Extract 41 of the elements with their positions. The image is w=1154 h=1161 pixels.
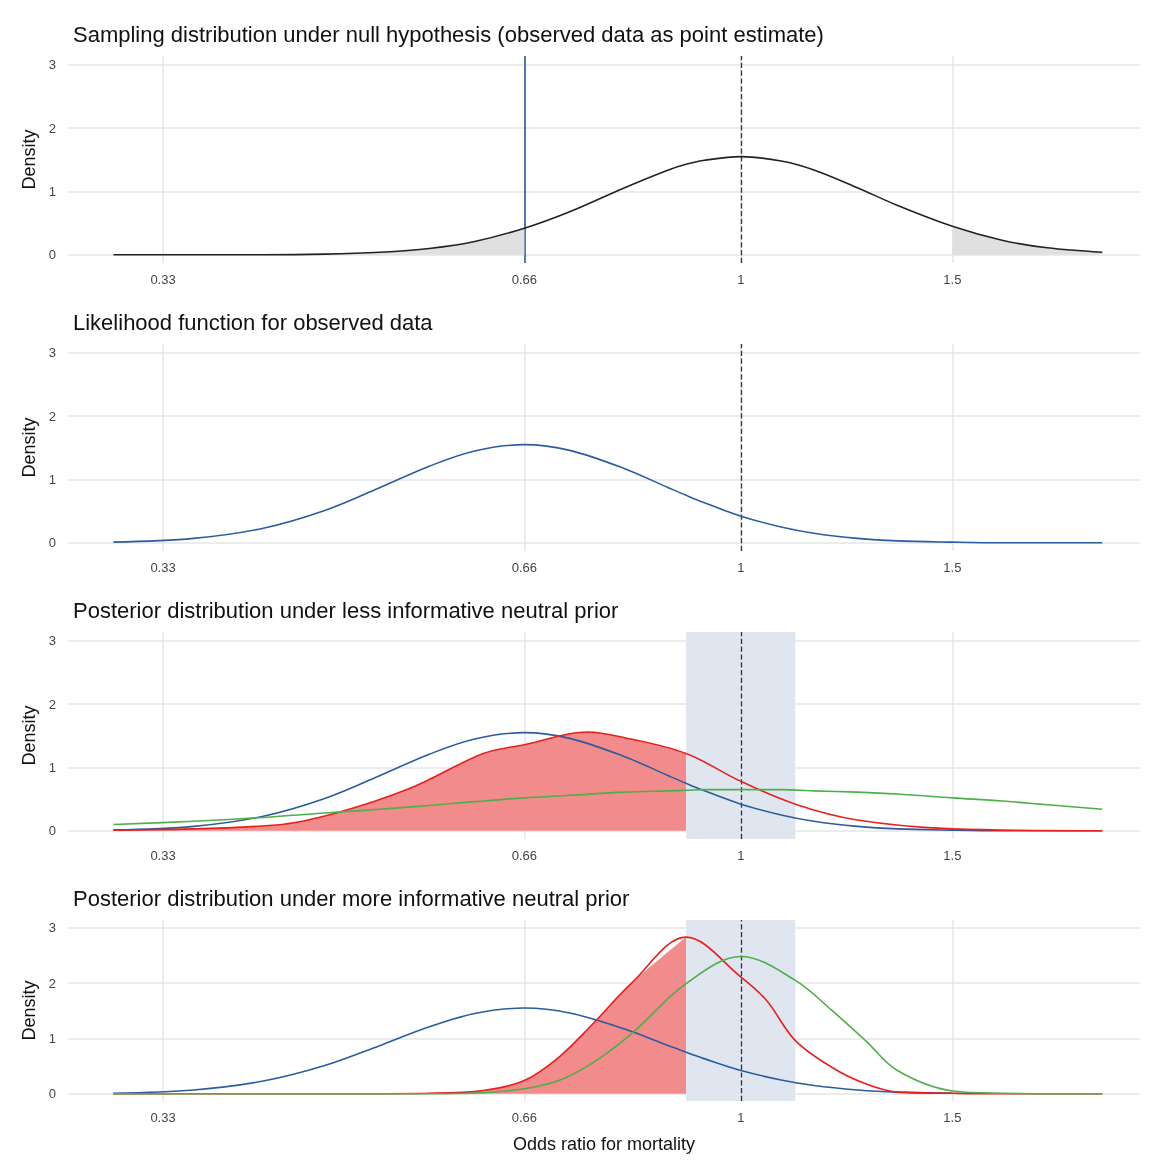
y-tick-label: 2 xyxy=(48,975,56,991)
y-axis-title: Density xyxy=(18,980,39,1041)
x-tick-label: 0.66 xyxy=(511,1110,538,1125)
y-tick-label: 2 xyxy=(48,120,56,136)
y-axis-title: Density xyxy=(18,417,39,478)
x-tick-label: 1.5 xyxy=(943,272,962,287)
y-tick-label: 2 xyxy=(48,696,56,712)
x-tick-label: 1 xyxy=(737,1110,745,1125)
y-axis-title: Density xyxy=(18,705,39,766)
y-tick-label: 0 xyxy=(48,823,56,839)
y-tick-label: 3 xyxy=(48,345,56,361)
y-axis-title: Density xyxy=(18,129,39,190)
x-tick-label: 0.33 xyxy=(150,272,176,287)
y-tick-label: 0 xyxy=(48,535,56,551)
x-tick-label: 0.66 xyxy=(511,272,538,287)
x-tick-label: 0.33 xyxy=(150,560,176,575)
x-tick-label: 0.66 xyxy=(511,848,538,863)
y-tick-label: 1 xyxy=(48,471,56,487)
x-tick-label: 1 xyxy=(737,272,745,287)
x-tick-label: 1 xyxy=(737,848,745,863)
y-tick-label: 0 xyxy=(48,1086,56,1102)
x-tick-label: 1.5 xyxy=(943,560,962,575)
x-tick-label: 0.33 xyxy=(150,1110,176,1125)
chart-title: Likelihood function for observed data xyxy=(73,309,434,335)
y-tick-label: 3 xyxy=(48,920,56,936)
x-axis-title: Odds ratio for mortality xyxy=(512,1134,696,1154)
x-tick-label: 1.5 xyxy=(943,1110,962,1125)
x-tick-label: 1.5 xyxy=(943,848,962,863)
y-tick-label: 1 xyxy=(48,759,56,775)
y-tick-label: 2 xyxy=(48,408,56,424)
chart-title: Posterior distribution under more informative neutral prior xyxy=(73,885,630,911)
y-tick-label: 3 xyxy=(48,57,56,73)
x-tick-label: 1 xyxy=(737,560,745,575)
y-tick-label: 3 xyxy=(48,633,56,649)
y-tick-label: 1 xyxy=(48,1030,56,1046)
x-tick-label: 0.66 xyxy=(511,560,538,575)
y-tick-label: 0 xyxy=(48,247,56,263)
chart-title: Posterior distribution under less informative neutral prior xyxy=(73,597,619,623)
x-tick-label: 0.33 xyxy=(150,848,176,863)
chart-title: Sampling distribution under null hypothesis (observed data as point estimate) xyxy=(73,21,824,47)
y-tick-label: 1 xyxy=(48,183,56,199)
